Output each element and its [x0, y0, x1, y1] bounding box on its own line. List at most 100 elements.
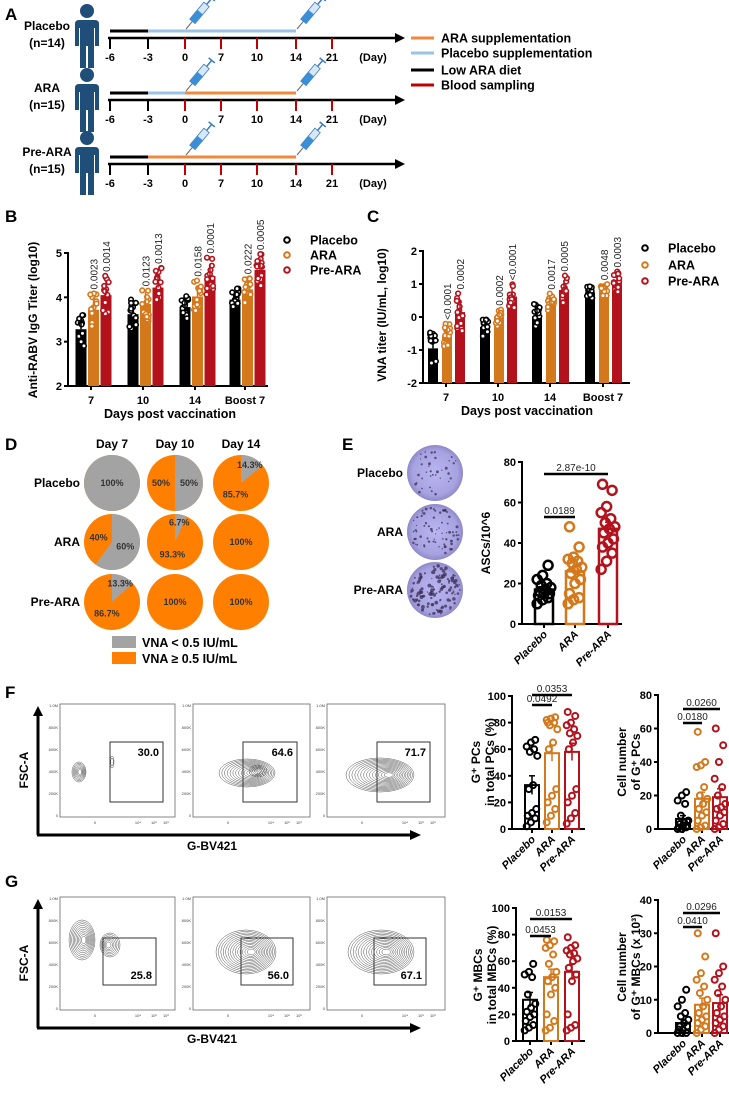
pie-label-high: 100%	[229, 537, 252, 547]
spot	[441, 569, 446, 573]
day-label: 21	[326, 114, 338, 126]
spot	[426, 591, 429, 593]
pie-slice-low	[112, 574, 133, 602]
flow-y-tick: 1.0M	[49, 703, 58, 708]
data-point	[600, 555, 613, 567]
y-axis-label: Anti-RABV IgG Titer (log10)	[26, 242, 40, 398]
flow-y-tick: 1.0M	[316, 703, 325, 708]
data-point	[600, 500, 613, 513]
spot	[426, 605, 429, 608]
legend-label: Pre-ARA	[668, 275, 719, 289]
data-point	[681, 1009, 690, 1018]
spot	[413, 537, 416, 541]
pie-slice-high	[147, 574, 203, 630]
y-tick-label: 80	[640, 690, 652, 702]
contour	[378, 947, 393, 957]
y-tick-label: -2	[407, 378, 417, 390]
data-point	[241, 288, 248, 296]
day-label: 10	[251, 178, 263, 190]
flow-y-tick: 200K	[49, 791, 59, 796]
bar	[229, 299, 241, 386]
spot	[428, 465, 430, 467]
legend-label: ARA	[668, 259, 695, 273]
data-point	[522, 742, 531, 751]
p-value: 0.0023	[90, 258, 101, 289]
data-point	[523, 990, 532, 999]
legend-swatch	[112, 636, 136, 648]
x-tick-label: 14	[189, 395, 202, 407]
flow-x-tick: 10⁵	[418, 1013, 424, 1018]
gate	[109, 741, 164, 803]
spot	[424, 522, 428, 525]
data-point	[204, 276, 211, 283]
group-label: Pre-ARA	[22, 145, 72, 159]
data-point	[720, 1012, 729, 1021]
data-point	[571, 941, 580, 950]
data-point	[693, 929, 702, 938]
spot	[426, 537, 429, 540]
x-tick-label: 10	[137, 395, 149, 407]
y-tick-label: 40	[640, 895, 652, 907]
legend-label: Blood sampling	[441, 79, 535, 93]
spot	[430, 530, 434, 533]
data-point	[567, 551, 580, 563]
arrow-head	[33, 706, 43, 716]
p-value: 2.87e-10	[556, 463, 596, 474]
day-unit: (Day)	[359, 178, 387, 190]
data-point	[562, 819, 571, 828]
contour	[234, 941, 264, 963]
contour	[366, 765, 404, 785]
spot	[439, 567, 443, 571]
p-value: 0.0260	[686, 698, 717, 709]
data-point	[87, 291, 94, 298]
spot	[420, 587, 424, 591]
contour	[215, 929, 277, 975]
day-label: -3	[143, 52, 153, 64]
y-tick-label: 4	[56, 292, 63, 304]
bar	[140, 303, 151, 386]
day-label: 7	[218, 178, 224, 190]
data-point	[530, 1010, 539, 1019]
spot	[441, 469, 443, 472]
pie-label-high: 40%	[90, 533, 108, 543]
plate-label: Placebo	[357, 466, 403, 480]
contour	[360, 937, 406, 967]
day-label: -3	[143, 178, 153, 190]
spot	[432, 593, 437, 597]
x-tick-label: Boost 7	[583, 392, 623, 404]
y-axis-label: of G⁺ MBCs (x 10³)	[629, 914, 643, 1020]
data-point	[719, 962, 728, 971]
y-axis-label: VNA titer (IU/mL, log10)	[375, 248, 389, 382]
data-point	[695, 989, 704, 998]
spot	[423, 545, 426, 548]
data-point	[546, 290, 553, 297]
x-tick-label: 7	[88, 395, 94, 407]
data-point	[247, 291, 254, 298]
flow-x-tick: 10⁴	[268, 820, 274, 825]
day-label: -6	[105, 178, 115, 190]
data-point	[560, 299, 567, 306]
data-point	[529, 1021, 538, 1030]
flow-x-tick: 10⁶	[163, 820, 169, 825]
spot	[438, 511, 442, 514]
y-tick-label: 20	[494, 797, 506, 809]
spot	[414, 576, 416, 579]
p-value: <0.0001	[508, 244, 519, 281]
day-unit: (Day)	[359, 114, 387, 126]
contour	[352, 932, 411, 972]
spot	[444, 545, 447, 548]
person-body	[75, 84, 99, 132]
data-point	[533, 751, 542, 760]
y-axis-label: Cell number	[615, 932, 629, 1002]
data-point	[719, 1022, 728, 1031]
flow-y-tick: 0	[56, 1006, 59, 1011]
contour	[372, 767, 400, 783]
flow-y-tick: 400K	[316, 769, 326, 774]
data-point	[444, 342, 451, 349]
gate-percentage: 64.6	[272, 747, 293, 759]
data-point	[563, 587, 576, 600]
contour	[355, 934, 409, 970]
data-point	[521, 1017, 530, 1026]
flow-x-label: G-BV421	[187, 839, 237, 853]
